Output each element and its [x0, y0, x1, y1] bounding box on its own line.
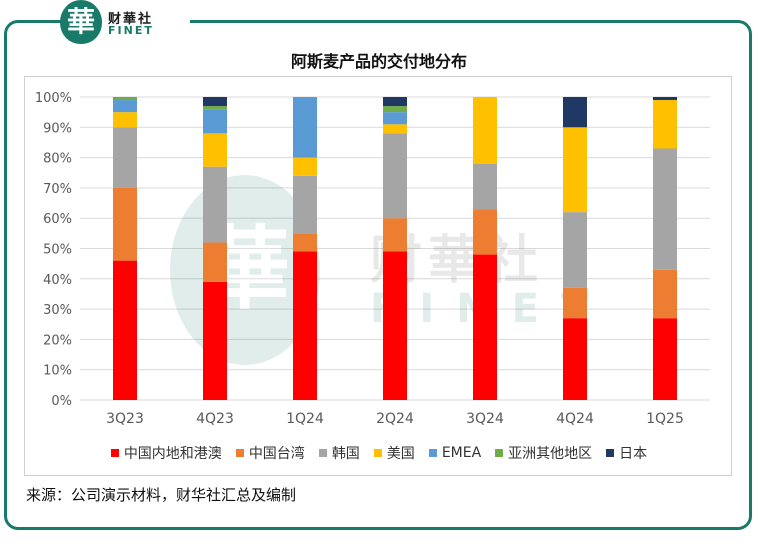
legend-item: EMEA [428, 445, 482, 461]
legend-item: 中国内地和港澳 [110, 443, 222, 463]
bar-segment [653, 148, 677, 270]
legend-label: 中国台湾 [248, 446, 305, 462]
bar-segment [203, 97, 227, 107]
x-tick-label: 3Q24 [466, 411, 504, 427]
bar-segment [563, 287, 587, 319]
bar-segment [383, 106, 407, 113]
bar-segment [653, 269, 677, 319]
bar-segment [383, 218, 407, 252]
bar-segment [473, 209, 497, 255]
bar-segment [113, 127, 137, 188]
legend-label: 韩国 [331, 446, 360, 462]
y-tick-label: 60% [43, 212, 72, 227]
bar-segment [653, 97, 677, 101]
y-tick-label: 70% [43, 182, 72, 197]
bar-segment [293, 97, 317, 158]
y-tick-label: 40% [43, 273, 72, 288]
bar-segment [653, 100, 677, 149]
legend-item: 中国台湾 [235, 443, 305, 463]
y-tick-label: 50% [43, 243, 72, 258]
bar-segment [563, 127, 587, 213]
bar-segment [113, 187, 137, 261]
bar-segment [473, 254, 497, 400]
y-tick-label: 100% [35, 91, 72, 106]
bar-segment [293, 233, 317, 252]
y-tick-label: 10% [43, 364, 72, 379]
x-tick-label: 1Q24 [286, 411, 324, 427]
x-tick-label: 1Q25 [646, 411, 684, 427]
logo-text-cn: 财華社 [108, 12, 154, 27]
legend-item: 日本 [606, 443, 647, 463]
finet-logo-icon: 華 [60, 0, 102, 44]
bar-segment [383, 251, 407, 400]
chart-title: 阿斯麦产品的交付地分布 [290, 52, 467, 71]
legend-item: 美国 [373, 443, 415, 463]
bar-segment [203, 166, 227, 243]
bar-segment [113, 97, 137, 101]
legend-label: 美国 [386, 446, 415, 462]
chart-frame [4, 20, 752, 530]
y-tick-label: 0% [51, 394, 72, 409]
x-tick-label: 2Q24 [376, 411, 414, 427]
logo-text-en: FINET [108, 24, 154, 37]
y-tick-label: 80% [43, 152, 72, 167]
y-tick-label: 90% [43, 121, 72, 136]
bar-segment [203, 109, 227, 134]
legend-swatch [318, 449, 327, 457]
bar-segment [473, 97, 497, 164]
bar-segment [383, 133, 407, 219]
bar-segment [293, 175, 317, 234]
bar-segment [383, 112, 407, 125]
x-tick-label: 4Q24 [556, 411, 594, 427]
legend-label: EMEA [441, 445, 482, 461]
legend-item: 亚洲其他地区 [495, 443, 592, 463]
legend-swatch [110, 449, 119, 457]
legend-swatch [428, 449, 437, 457]
legend-swatch [606, 449, 615, 457]
y-tick-label: 20% [43, 333, 72, 348]
bar-segment [563, 318, 587, 400]
bar-segment [203, 281, 227, 400]
bar-segment [203, 133, 227, 167]
bar-segment [293, 251, 317, 400]
legend-label: 中国内地和港澳 [123, 446, 222, 462]
bar-segment [383, 97, 407, 107]
legend-swatch [373, 449, 382, 457]
bar-segment [203, 242, 227, 282]
legend-swatch [495, 449, 504, 457]
bar-segment [653, 318, 677, 400]
bar-segment [203, 106, 227, 110]
source-note: 来源：公司演示材料，财华社汇总及编制 [26, 486, 297, 504]
legend-label: 亚洲其他地区 [508, 446, 593, 462]
legend-label: 日本 [619, 446, 648, 462]
chart-legend: 中国内地和港澳 中国台湾 韩国 美国 EMEA 亚洲其他地区 日本 [0, 443, 758, 463]
bar-segment [383, 124, 407, 134]
bar-segment [563, 212, 587, 288]
x-tick-label: 3Q23 [106, 411, 144, 427]
bar-segment [113, 100, 137, 113]
bar-segment [113, 112, 137, 128]
bar-segment [293, 157, 317, 176]
y-tick-label: 30% [43, 303, 72, 318]
bar-segment [113, 260, 137, 400]
legend-swatch [235, 449, 244, 457]
bar-segment [473, 163, 497, 210]
plot-area [24, 76, 732, 476]
x-tick-label: 4Q23 [196, 411, 234, 427]
bar-segment [563, 97, 587, 128]
logo-background [100, 8, 190, 40]
legend-item: 韩国 [318, 443, 360, 463]
